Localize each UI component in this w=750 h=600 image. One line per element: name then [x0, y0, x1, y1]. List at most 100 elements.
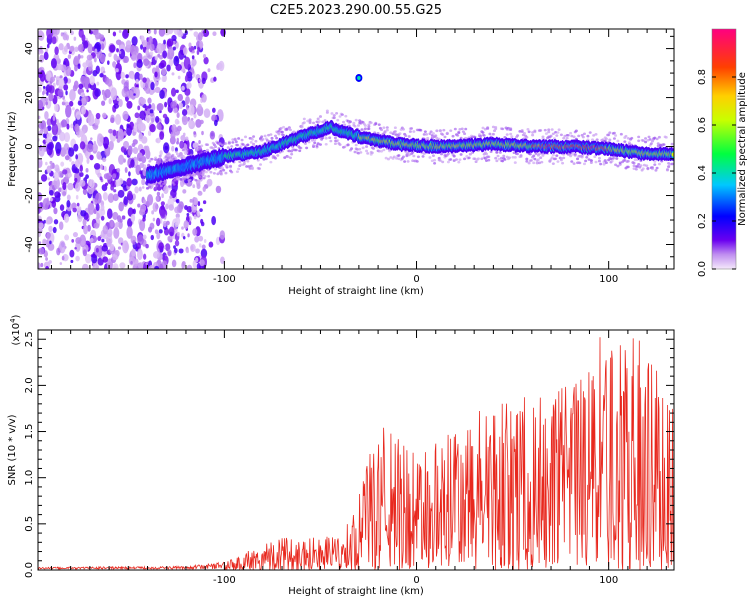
noise-cell: [45, 265, 50, 269]
noise-cell: [58, 43, 64, 51]
halo-cell: [159, 184, 163, 188]
halo-cell: [283, 156, 287, 159]
halo-cell: [371, 147, 375, 150]
halo-cell: [193, 173, 197, 177]
noise-cell: [68, 157, 72, 162]
halo-cell: [412, 154, 416, 158]
snr-y-label: SNR (10 * v/v): [7, 414, 18, 485]
noise-cell: [112, 173, 117, 179]
y-tick-label: 1.5: [24, 424, 35, 440]
halo-cell: [358, 147, 362, 151]
halo-cell: [582, 162, 586, 166]
noise-cell: [183, 150, 188, 156]
noise-cell: [186, 109, 192, 115]
halo-cell: [497, 157, 501, 161]
noise-cell: [115, 221, 119, 228]
noise-cell: [42, 133, 46, 138]
noise-cell: [165, 203, 169, 210]
noise-cell: [101, 245, 109, 252]
halo-cell: [637, 163, 641, 166]
halo-cell: [446, 152, 450, 155]
noise-cell: [139, 219, 146, 232]
noise-cell: [52, 226, 57, 234]
isolated-blob-core: [357, 75, 361, 80]
noise-cell: [62, 191, 67, 196]
halo-cell: [411, 159, 415, 163]
halo-cell: [527, 130, 531, 134]
halo-cell: [650, 166, 654, 169]
halo-cell: [395, 157, 399, 160]
halo-cell: [177, 154, 181, 158]
noise-cell: [95, 203, 100, 212]
halo-cell: [380, 128, 384, 132]
halo-cell: [299, 146, 303, 150]
halo-cell: [155, 184, 159, 188]
halo-cell: [185, 148, 189, 151]
noise-cell: [62, 33, 68, 41]
noise-cell: [159, 263, 164, 269]
noise-cell: [38, 262, 41, 269]
halo-cell: [549, 134, 553, 138]
y-tick-label: 0.0: [24, 562, 35, 578]
noise-cell: [42, 198, 49, 210]
halo-cell: [233, 137, 237, 141]
halo-cell: [554, 157, 558, 161]
halo-cell: [559, 133, 563, 137]
halo-cell: [264, 157, 268, 161]
noise-cell: [132, 139, 138, 145]
noise-cell: [185, 100, 189, 106]
noise-cell: [96, 151, 102, 160]
noise-cell: [101, 90, 105, 96]
noise-cell: [145, 87, 151, 94]
halo-cell: [670, 142, 674, 146]
noise-cell: [182, 235, 186, 240]
noise-cell: [218, 60, 225, 72]
halo-cell: [365, 149, 369, 153]
halo-cell: [442, 128, 446, 132]
noise-cell: [197, 103, 202, 110]
noise-cell: [43, 250, 48, 258]
noise-cell: [38, 207, 41, 214]
noise-cell: [113, 227, 120, 239]
halo-cell: [363, 124, 367, 127]
halo-cell: [302, 117, 306, 121]
halo-cell: [446, 160, 450, 164]
halo-cell: [367, 125, 371, 128]
halo-cell: [386, 157, 390, 161]
halo-cell: [235, 170, 239, 173]
noise-cell: [197, 190, 203, 196]
halo-cell: [630, 136, 634, 140]
x-tick-label: -100: [213, 575, 236, 586]
noise-cell: [48, 189, 54, 196]
noise-cell: [108, 98, 112, 105]
halo-cell: [343, 123, 347, 127]
noise-cell: [38, 86, 42, 93]
noise-cell: [140, 44, 144, 50]
halo-cell: [588, 131, 592, 134]
noise-cell: [199, 208, 203, 213]
noise-cell: [132, 147, 139, 154]
noise-cell: [134, 112, 140, 119]
noise-cell: [43, 126, 49, 135]
halo-cell: [656, 142, 660, 145]
noise-cell: [77, 44, 84, 53]
noise-cell: [72, 231, 78, 238]
noise-cell: [131, 36, 138, 46]
halo-cell: [363, 127, 367, 130]
halo-cell: [303, 142, 307, 145]
noise-cell: [197, 32, 203, 42]
halo-cell: [644, 137, 648, 140]
noise-cell: [144, 145, 150, 155]
noise-cell: [81, 97, 87, 106]
noise-cell: [114, 55, 119, 61]
noise-cell: [139, 204, 147, 213]
halo-cell: [148, 159, 152, 163]
noise-cell: [86, 54, 93, 61]
noise-cell: [38, 241, 42, 245]
noise-cell: [85, 58, 93, 67]
halo-cell: [412, 130, 416, 133]
noise-cell: [155, 115, 160, 123]
noise-cell: [45, 101, 48, 106]
halo-cell: [164, 155, 168, 158]
noise-cell: [161, 75, 167, 83]
